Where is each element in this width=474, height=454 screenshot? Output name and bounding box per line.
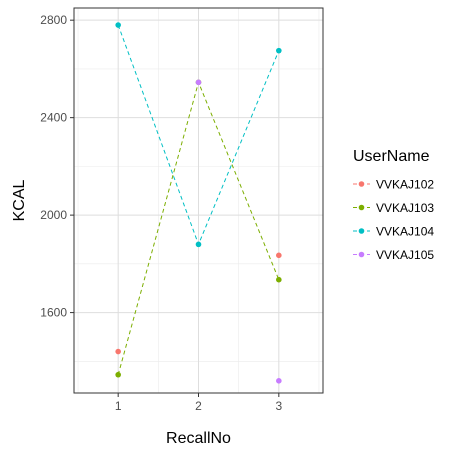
data-point-VVKAJ102 xyxy=(115,348,121,355)
data-point-VVKAJ105 xyxy=(195,79,202,86)
data-point-VVKAJ105 xyxy=(276,378,282,384)
data-point-VVKAJ104 xyxy=(276,47,282,54)
data-point-VVKAJ102 xyxy=(276,252,282,259)
x-axis-title: RecallNo xyxy=(166,430,231,447)
y-axis: 1600 2000 2400 2800 xyxy=(40,13,74,320)
x-tick-label: 2 xyxy=(195,399,202,413)
y-tick-label: 2000 xyxy=(40,208,67,222)
legend-label: VVKAJ102 xyxy=(376,178,434,192)
legend-key-point xyxy=(358,228,365,234)
data-point-VVKAJ104 xyxy=(115,22,121,28)
x-axis: 1 2 3 xyxy=(115,393,282,413)
legend-label: VVKAJ103 xyxy=(376,201,434,215)
legend-key-point xyxy=(358,181,365,187)
data-point-VVKAJ104 xyxy=(195,241,202,248)
data-point-VVKAJ103 xyxy=(276,276,282,283)
legend-label: VVKAJ105 xyxy=(376,248,434,262)
series-layer xyxy=(115,22,282,384)
legend-label: VVKAJ104 xyxy=(376,225,434,239)
data-point-VVKAJ103 xyxy=(115,371,121,378)
x-tick-label: 3 xyxy=(275,399,282,413)
y-tick-label: 2400 xyxy=(40,111,67,125)
y-axis-title: KCAL xyxy=(11,180,28,222)
x-tick-label: 1 xyxy=(115,399,122,413)
legend-key-point xyxy=(358,204,365,211)
legend-key-point xyxy=(358,251,365,258)
grid-major xyxy=(74,8,323,393)
legend-title: UserName xyxy=(353,148,430,165)
y-tick-label: 2800 xyxy=(40,13,67,27)
y-tick-label: 1600 xyxy=(40,306,67,320)
legend: UserName VVKAJ102 VVKAJ103 VVKAJ104 VVKAJ10… xyxy=(353,148,434,262)
